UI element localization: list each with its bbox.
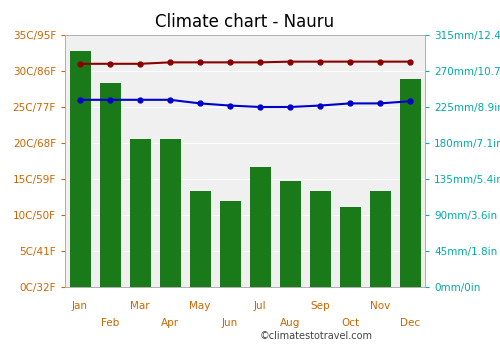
- Text: Aug: Aug: [280, 318, 300, 329]
- Bar: [220, 201, 240, 287]
- Bar: [130, 139, 150, 287]
- Bar: [250, 167, 270, 287]
- Text: May: May: [190, 301, 210, 311]
- Bar: [340, 207, 360, 287]
- Bar: [400, 79, 420, 287]
- Bar: [310, 191, 330, 287]
- Bar: [280, 181, 300, 287]
- Text: Oct: Oct: [341, 318, 359, 329]
- Title: Climate chart - Nauru: Climate chart - Nauru: [156, 13, 334, 31]
- Bar: [100, 83, 120, 287]
- Bar: [370, 191, 390, 287]
- Text: Mar: Mar: [130, 301, 150, 311]
- Text: Dec: Dec: [400, 318, 420, 329]
- Text: Apr: Apr: [161, 318, 179, 329]
- Text: Feb: Feb: [101, 318, 119, 329]
- Text: ©climatestotravel.com: ©climatestotravel.com: [260, 331, 373, 341]
- Bar: [190, 191, 210, 287]
- Text: Jun: Jun: [222, 318, 238, 329]
- Bar: [70, 51, 90, 287]
- Text: Jan: Jan: [72, 301, 88, 311]
- Text: Sep: Sep: [310, 301, 330, 311]
- Text: Jul: Jul: [254, 301, 266, 311]
- Text: Nov: Nov: [370, 301, 390, 311]
- Bar: [160, 139, 180, 287]
